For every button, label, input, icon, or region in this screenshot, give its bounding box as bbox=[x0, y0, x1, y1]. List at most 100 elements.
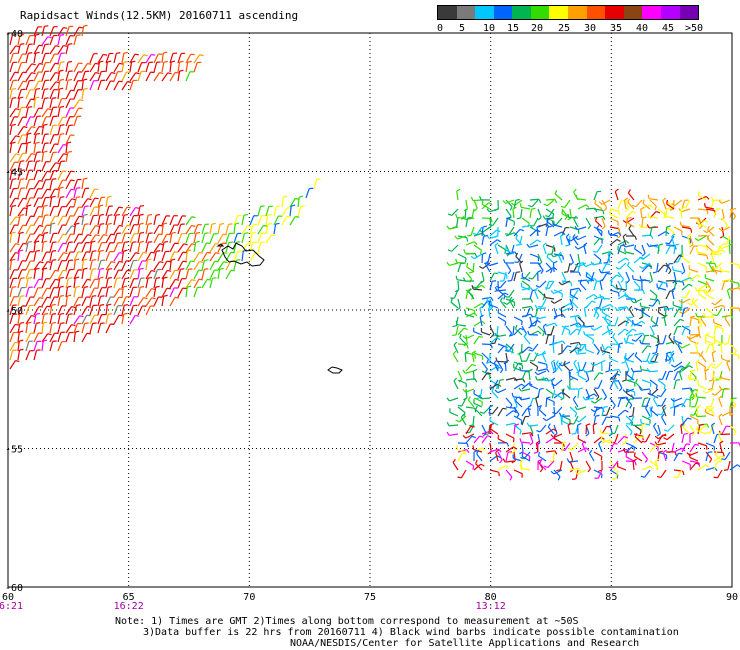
wind-barb-flag bbox=[139, 240, 144, 243]
wind-barb bbox=[529, 198, 540, 201]
wind-barb bbox=[81, 71, 86, 82]
wind-barb-flag bbox=[528, 349, 533, 352]
wind-barb bbox=[688, 378, 699, 381]
wind-barb bbox=[185, 225, 192, 235]
wind-barb bbox=[233, 215, 239, 226]
wind-barb bbox=[113, 80, 120, 91]
wind-barb-flag bbox=[631, 210, 637, 214]
wind-barb-flag bbox=[618, 417, 621, 422]
wind-barb bbox=[193, 233, 197, 244]
wind-barb bbox=[623, 200, 627, 210]
wind-barb bbox=[662, 407, 667, 417]
wind-barb bbox=[726, 362, 731, 372]
wind-barb-flag bbox=[537, 216, 542, 221]
wind-barb-flag bbox=[539, 459, 542, 464]
wind-barb bbox=[193, 269, 200, 280]
wind-barb bbox=[698, 424, 707, 432]
wind-barb-flag bbox=[651, 325, 657, 327]
wind-barb-flag bbox=[718, 385, 722, 390]
wind-barb bbox=[41, 89, 46, 100]
wind-barb-flag bbox=[452, 325, 457, 328]
wind-barb-flag bbox=[678, 255, 684, 258]
wind-barb bbox=[545, 428, 554, 435]
wind-barb bbox=[89, 234, 97, 244]
wind-barb bbox=[81, 198, 89, 208]
wind-barb bbox=[545, 397, 548, 408]
wind-barb-flag bbox=[19, 330, 24, 333]
wind-barb-flag bbox=[20, 43, 25, 45]
wind-barb bbox=[641, 379, 651, 384]
wind-barb bbox=[475, 463, 483, 471]
wind-barb-flag bbox=[143, 54, 148, 57]
wind-barb-flag bbox=[513, 446, 518, 450]
wind-barb-flag bbox=[99, 267, 104, 270]
wind-barb-flag bbox=[575, 194, 578, 199]
wind-barb bbox=[713, 326, 717, 336]
wind-barb-flag bbox=[727, 287, 731, 291]
wind-barb bbox=[635, 199, 643, 208]
wind-barb-flag bbox=[562, 441, 567, 444]
wind-barb bbox=[145, 224, 149, 235]
wind-barb-flag bbox=[528, 346, 533, 350]
wind-barb-flag bbox=[473, 368, 478, 372]
wind-barb bbox=[617, 398, 622, 408]
wind-barb bbox=[649, 244, 659, 248]
wind-barb-flag bbox=[222, 233, 227, 236]
wind-barb-flag bbox=[155, 285, 160, 288]
wind-barb-flag bbox=[705, 464, 710, 468]
wind-barb bbox=[727, 334, 731, 344]
wind-barb bbox=[49, 270, 56, 280]
wind-barb-flag bbox=[705, 332, 710, 336]
wind-barb-flag bbox=[519, 260, 524, 264]
wind-barb-flag bbox=[79, 315, 84, 318]
wind-barb bbox=[65, 26, 70, 37]
wind-barb bbox=[265, 224, 269, 235]
wind-barb-flag bbox=[539, 387, 544, 390]
wind-barb-flag bbox=[35, 51, 40, 54]
wind-barb bbox=[689, 415, 699, 421]
wind-barb bbox=[9, 216, 17, 226]
wind-barb bbox=[121, 206, 128, 217]
wind-barb bbox=[65, 143, 68, 154]
wind-barb-flag bbox=[624, 337, 626, 343]
wind-barb-flag bbox=[495, 384, 499, 390]
wind-barb-flag bbox=[599, 237, 604, 241]
wind-barb-flag bbox=[577, 371, 580, 376]
wind-barb bbox=[473, 397, 483, 403]
wind-barb-flag bbox=[596, 396, 600, 401]
map-title: Rapidsact Winds(12.5KM) 20160711 ascendi… bbox=[20, 9, 299, 22]
wind-barb bbox=[705, 412, 715, 417]
wind-barb bbox=[689, 274, 698, 282]
wind-barb bbox=[552, 334, 555, 345]
wind-barb-flag bbox=[505, 465, 510, 469]
wind-barb bbox=[537, 368, 547, 372]
wind-barb bbox=[600, 271, 611, 274]
wind-barb bbox=[145, 71, 152, 82]
wind-barb bbox=[65, 251, 71, 262]
wind-barb-flag bbox=[95, 225, 100, 228]
wind-barb-flag bbox=[621, 442, 627, 445]
wind-barb bbox=[57, 206, 63, 217]
wind-barb-flag bbox=[657, 308, 660, 313]
wind-barbs bbox=[9, 24, 740, 481]
wind-barb-flag bbox=[87, 234, 92, 237]
wind-barb-flag bbox=[488, 305, 493, 309]
wind-barb bbox=[57, 89, 60, 100]
wind-barb bbox=[553, 253, 563, 258]
wind-barb bbox=[505, 348, 515, 354]
wind-barb-flag bbox=[51, 321, 56, 324]
wind-barb-flag bbox=[119, 62, 124, 65]
wind-barb-flag bbox=[47, 36, 52, 39]
wind-barb-flag bbox=[590, 261, 594, 266]
wind-barb bbox=[496, 325, 499, 336]
wind-barb bbox=[49, 107, 54, 118]
wind-barb-flag bbox=[649, 204, 654, 208]
wind-barb bbox=[649, 379, 658, 386]
wind-barb bbox=[553, 307, 558, 317]
wind-barb bbox=[681, 298, 691, 304]
wind-barb-flag bbox=[275, 222, 280, 225]
wind-barb bbox=[41, 179, 47, 190]
wind-barb-flag bbox=[487, 435, 492, 438]
wind-barb-flag bbox=[599, 278, 604, 282]
wind-barb bbox=[553, 224, 563, 228]
